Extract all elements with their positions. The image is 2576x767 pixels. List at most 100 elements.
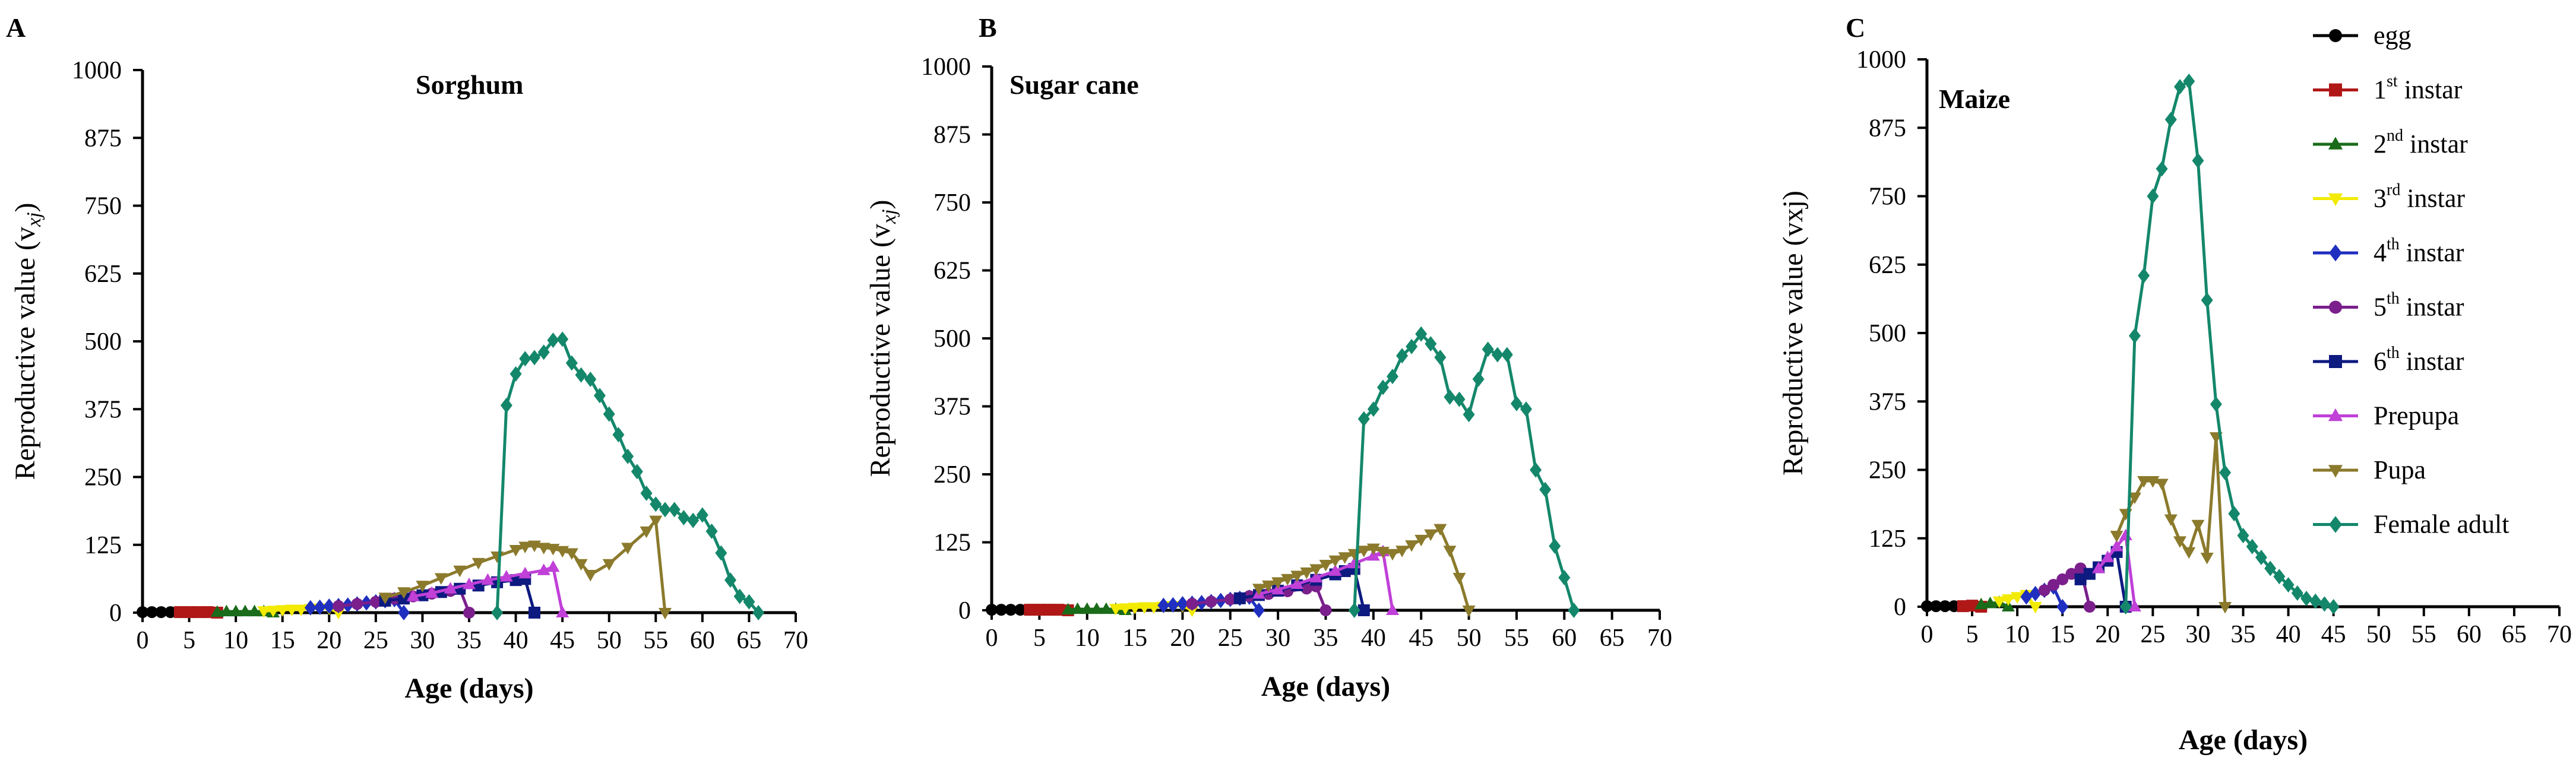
data-point-adult [2138,268,2150,284]
data-point-pupa [2137,476,2151,488]
x-tick-label: 65 [1600,625,1625,652]
data-point-pupa [1290,571,1304,582]
data-point-i2 [1974,597,1988,610]
data-point-pupa [1433,524,1447,536]
data-point-adult [556,331,569,347]
data-point-adult [491,605,504,620]
data-point-i3 [276,605,289,617]
data-point-adult [631,464,643,480]
data-point-i1 [1043,604,1055,616]
y-tick-label: 750 [1869,183,1906,211]
data-point-i4 [2029,585,2042,601]
legend-swatch-marker [2328,408,2343,421]
legend-label-adult: Female adult [2374,510,2509,539]
data-point-pupa [1443,546,1457,557]
data-point-i4 [398,605,410,620]
data-point-adult [500,397,512,413]
data-point-pupa [1328,555,1342,568]
legend-swatch-marker [2329,516,2342,533]
y-tick-label: 375 [1869,388,1906,416]
data-point-i2 [1071,602,1084,614]
data-point-adult [1348,603,1360,618]
data-point-pupa [1309,564,1323,576]
y-tick-label: 625 [933,258,971,285]
data-point-i1 [202,606,214,619]
data-point-i5 [333,600,344,613]
data-point-prepupa [2101,550,2115,563]
data-point-pupa [1338,552,1352,564]
x-tick-label: 50 [597,627,622,654]
y-tick-label: 125 [84,532,122,559]
data-point-i6 [529,607,540,619]
x-tick-label: 40 [2276,621,2301,648]
x-tick-label: 5 [1033,625,1046,652]
data-point-pupa [397,587,410,599]
data-point-adult [2327,599,2340,614]
series-line-adult [2124,80,2334,608]
x-tick-label: 10 [1075,625,1100,652]
legend-swatch-marker [2329,83,2342,97]
x-tick-label: 10 [2005,621,2030,648]
data-point-i3 [2001,594,2015,606]
data-point-i1 [1957,600,1969,613]
x-tick-label: 0 [1921,621,1933,648]
y-tick-label: 750 [933,189,971,217]
data-point-pupa [640,526,653,538]
data-point-i2 [1061,603,1075,615]
legend-swatch-marker [2328,465,2343,478]
data-point-pupa [471,557,485,570]
data-point-pupa [416,581,429,592]
legend-swatch-marker [2329,300,2342,314]
data-point-adult [2237,528,2249,544]
data-point-pupa [659,608,672,620]
data-point-pupa [509,544,523,557]
data-point-adult [2318,596,2331,612]
data-point-prepupa [444,582,457,594]
x-tick-label: 65 [2502,621,2527,648]
legend-item-i4: 4th instar [2313,235,2464,267]
data-point-egg [1014,604,1027,616]
series-adult-a [491,331,765,620]
x-tick-label: 50 [1457,625,1482,652]
data-point-pupa [537,543,550,554]
data-point-prepupa [2128,600,2141,611]
data-point-egg [155,606,167,619]
data-point-adult [1463,407,1475,423]
data-point-i3 [2028,602,2042,614]
data-point-pupa [602,559,616,571]
data-point-adult [537,344,550,360]
data-point-prepupa [481,573,495,585]
data-point-pupa [2200,553,2214,565]
x-tick-label: 40 [1361,625,1386,652]
data-point-prepupa [518,566,532,579]
data-point-adult [2291,585,2303,601]
legend-swatch-marker [2329,355,2342,368]
data-point-egg [145,606,158,619]
legend-label-i2: 2nd instar [2374,126,2468,159]
data-point-i3 [2011,592,2024,604]
series-adult-b [1348,326,1580,618]
data-point-i6 [2083,568,2096,580]
data-point-adult [743,594,755,610]
data-point-adult [2264,560,2277,576]
data-point-i3 [1147,602,1161,614]
data-point-adult [509,366,522,382]
data-point-adult [622,448,634,464]
legend-item-egg: egg [2313,21,2412,50]
x-tick-label: 45 [2321,621,2346,648]
data-point-pupa [518,541,532,553]
legend-item-adult: Female adult [2313,510,2509,539]
data-point-adult [547,332,559,348]
x-tick-label: 25 [363,627,388,654]
data-point-egg [1930,600,1942,613]
data-point-i3 [1992,596,2006,608]
data-point-egg [1921,600,1933,613]
data-point-adult [2147,188,2159,204]
data-point-i4 [1157,597,1170,613]
data-point-adult [2156,161,2168,177]
x-tick-label: 50 [2366,621,2391,648]
data-point-prepupa [1328,564,1342,576]
x-tick-label: 0 [137,627,149,654]
x-tick-label: 65 [736,627,761,654]
data-point-adult [1491,347,1504,363]
